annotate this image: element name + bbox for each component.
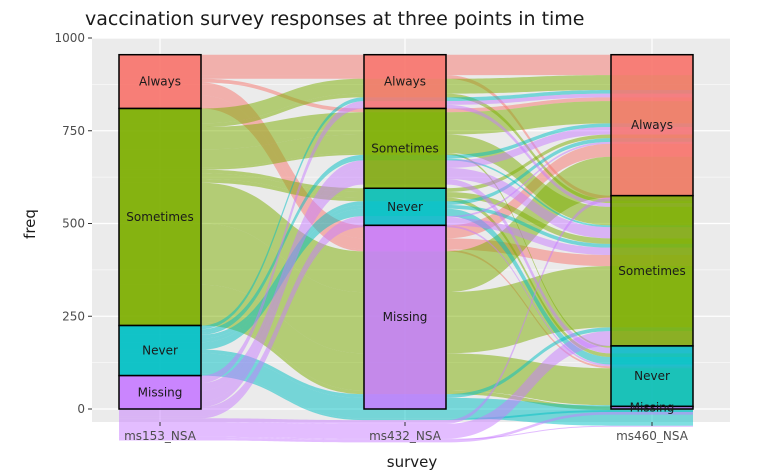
flow-sometimes-never-always bbox=[119, 134, 693, 192]
flow-sometimes-never-sometimes bbox=[119, 173, 693, 244]
stratum-label-always: Always bbox=[139, 75, 181, 89]
stratum-label-always: Always bbox=[384, 75, 426, 89]
y-tick-label: 1000 bbox=[54, 31, 85, 45]
alluvial-flows bbox=[119, 54, 693, 443]
stratum-label-missing: Missing bbox=[383, 310, 428, 324]
x-tick-label: ms153_NSA bbox=[124, 429, 197, 443]
stratum-label-sometimes: Sometimes bbox=[371, 141, 438, 155]
axes: 0 250 500 750 1000 ms153_NSA ms432_NSA ms460_NS… bbox=[54, 31, 688, 443]
x-tick-label: ms432_NSA bbox=[369, 429, 442, 443]
stratum-ms153-nsa-never bbox=[118, 324, 202, 377]
chart-title: vaccination survey responses at three po… bbox=[85, 8, 585, 30]
flow-missing-missing-missing bbox=[119, 411, 693, 443]
flow-sometimes-missing-never bbox=[119, 284, 693, 406]
stratum-label-missing: Missing bbox=[138, 385, 183, 399]
y-axis-title: freq bbox=[21, 209, 39, 239]
stratum-ms432-nsa-always bbox=[363, 53, 447, 110]
stratum-ms460-nsa-never bbox=[610, 345, 694, 408]
x-axis-title: survey bbox=[387, 453, 438, 471]
y-tick-label: 250 bbox=[62, 309, 85, 323]
stratum-ms460-nsa-sometimes bbox=[610, 194, 694, 347]
flow-sometimes-always-always bbox=[119, 75, 693, 124]
stratum-ms432-nsa-sometimes bbox=[363, 107, 447, 190]
flow-always-sometimes-always bbox=[119, 78, 693, 113]
flow-never-missing-never bbox=[119, 353, 693, 426]
stratum-label-missing: Missing bbox=[630, 401, 675, 415]
flow-missing-sometimes-always bbox=[119, 127, 693, 391]
stratum-ms460-nsa-missing bbox=[610, 405, 694, 410]
flow-missing-missing-never bbox=[119, 425, 693, 440]
flow-sometimes-missing-always bbox=[119, 156, 693, 293]
flow-always-missing-always bbox=[119, 82, 693, 239]
stratum-ms432-nsa-never bbox=[363, 187, 447, 227]
x-tick-label: ms460_NSA bbox=[616, 429, 689, 443]
stratum-label-sometimes: Sometimes bbox=[618, 264, 685, 278]
stratum-ms460-nsa-always bbox=[610, 53, 694, 197]
flow-never-missing-sometimes bbox=[119, 327, 693, 398]
stratum-label-never: Never bbox=[387, 200, 423, 214]
stratum-ms432-nsa-missing bbox=[363, 224, 447, 410]
flow-missing-missing-sometimes bbox=[119, 331, 693, 439]
stratum-label-never: Never bbox=[142, 344, 178, 358]
strata: Always Sometimes Never Missing Always Sometim… bbox=[118, 53, 694, 415]
y-tick-label: 750 bbox=[62, 124, 85, 138]
stratum-ms153-nsa-missing bbox=[118, 374, 202, 410]
y-tick-label: 0 bbox=[77, 402, 85, 416]
stratum-label-always: Always bbox=[631, 118, 673, 132]
y-tick-label: 500 bbox=[62, 217, 85, 231]
stratum-label-never: Never bbox=[634, 369, 670, 383]
stratum-label-sometimes: Sometimes bbox=[126, 210, 193, 224]
